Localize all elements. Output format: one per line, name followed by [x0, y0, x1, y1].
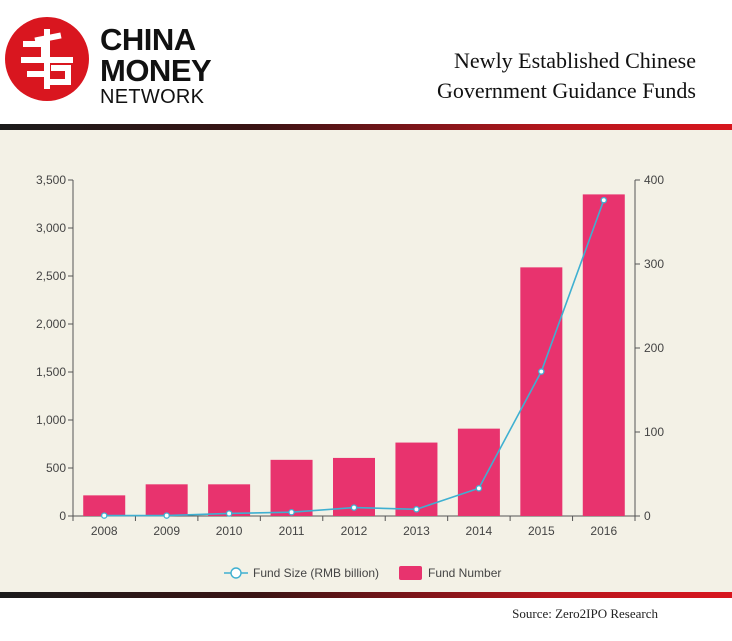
brand-wordmark: CHINA MONEY NETWORK: [100, 22, 212, 108]
point-fund-size-2015: [538, 368, 545, 375]
left-tick-label: 1,000: [36, 413, 66, 427]
left-tick-label: 2,500: [36, 269, 66, 283]
point-fund-size-2010: [225, 510, 233, 517]
bar-fund-number-2016: [582, 194, 625, 516]
chart-panel: 0 500 1,000 1,500 2,000 2,500 3,000 3,500 0 100 20…: [0, 130, 732, 592]
point-fund-size-2012: [350, 504, 358, 511]
china-money-network-logo-icon: [5, 17, 89, 101]
x-tick-label: 2015: [528, 524, 555, 538]
chart-title-line-1: Newly Established Chinese: [454, 48, 696, 73]
point-fund-size-2009: [163, 512, 170, 519]
x-tick-label: 2009: [153, 524, 180, 538]
source-note: Source: Zero2IPO Research: [512, 606, 658, 621]
point-fund-size-2014: [475, 485, 483, 492]
bottom-divider-band: [0, 592, 732, 598]
x-tick-label: 2016: [590, 524, 617, 538]
left-tick-label: 2,000: [36, 317, 66, 331]
legend-label-fund-number: Fund Number: [428, 566, 501, 580]
x-tick-label: 2014: [466, 524, 493, 538]
brand-line-2: MONEY: [100, 53, 212, 88]
point-fund-size-2008: [100, 512, 108, 519]
brand-line-1: CHINA: [100, 22, 196, 57]
right-tick-label: 200: [644, 341, 664, 355]
chart-title-line-2: Government Guidance Funds: [436, 78, 696, 103]
left-tick-label: 3,500: [36, 173, 66, 187]
x-tick-label: 2011: [279, 524, 305, 538]
legend-bar-swatch: [399, 566, 422, 580]
chart-canvas: 0 500 1,000 1,500 2,000 2,500 3,000 3,500 0 100 20…: [36, 173, 664, 580]
brand-line-3: NETWORK: [100, 86, 205, 108]
left-tick-label: 3,000: [36, 221, 66, 235]
top-divider-band: [0, 124, 732, 130]
legend-line-marker: [230, 567, 242, 579]
point-fund-size-2011: [288, 508, 295, 516]
right-tick-label: 100: [644, 425, 664, 439]
x-tick-label: 2010: [216, 524, 243, 538]
x-tick-label: 2012: [341, 524, 368, 538]
point-fund-size-2013: [413, 506, 420, 513]
bar-fund-number-2009: [145, 484, 188, 516]
header: CHINA MONEY NETWORK Newly Established Ch…: [0, 0, 732, 124]
x-tick-label: 2013: [403, 524, 430, 538]
right-tick-label: 400: [644, 173, 664, 187]
right-tick-label: 300: [644, 257, 664, 271]
chart-title: Newly Established Chinese Government Gui…: [437, 46, 696, 106]
left-tick-label: 0: [59, 509, 66, 523]
bar-fund-number-2014: [457, 428, 500, 516]
left-tick-label: 500: [46, 461, 66, 475]
left-tick-label: 1,500: [36, 365, 66, 379]
point-fund-size-2016: [600, 196, 608, 204]
right-tick-label: 0: [644, 509, 651, 523]
legend-label-fund-size: Fund Size (RMB billion): [253, 566, 379, 580]
x-tick-label: 2008: [91, 524, 118, 538]
bar-fund-number-2015: [520, 267, 563, 516]
bar-fund-number-2011: [270, 459, 313, 516]
bar-fund-number-2008: [83, 495, 126, 516]
